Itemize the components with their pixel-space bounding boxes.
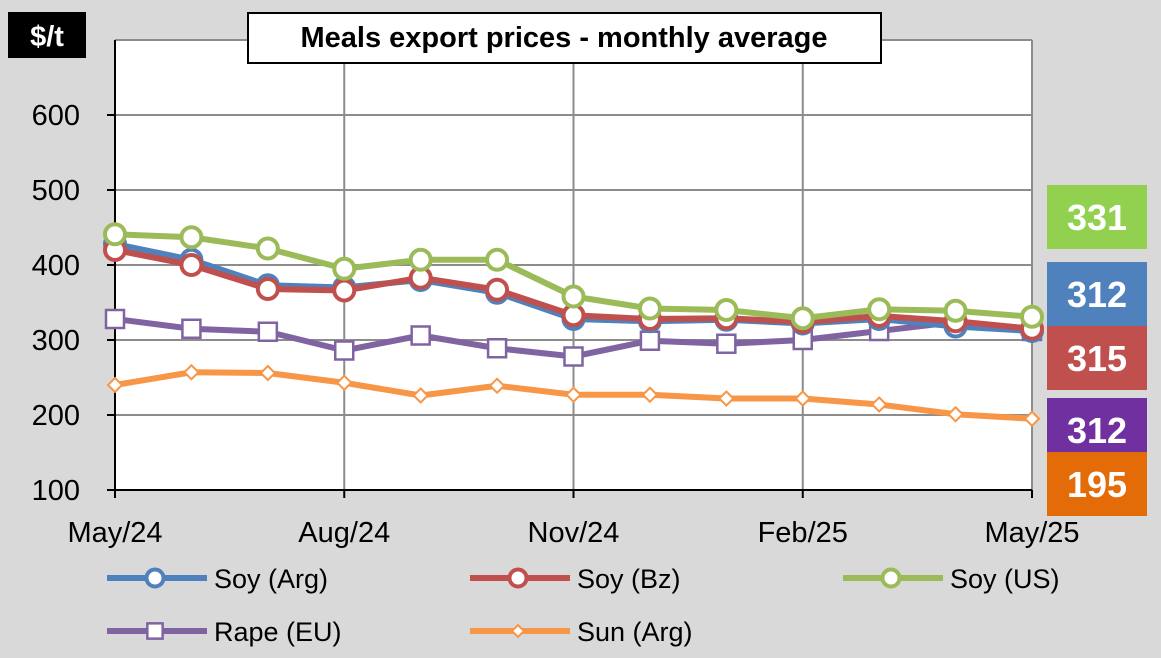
legend-label: Soy (Bz) [577, 564, 681, 594]
x-tick-label: May/25 [984, 517, 1079, 549]
chart-title: Meals export prices - monthly average [300, 22, 827, 54]
data-point [259, 364, 277, 382]
series-sun-arg [106, 363, 1041, 428]
x-tick-label: Nov/24 [528, 517, 620, 549]
legend-label: Soy (Arg) [214, 564, 328, 594]
data-point [510, 623, 526, 639]
data-point [257, 321, 279, 342]
badge-box [1047, 326, 1147, 390]
data-point [790, 306, 815, 331]
badge-value: 331 [1067, 197, 1127, 238]
axes [107, 40, 1033, 498]
data-point [880, 567, 902, 589]
data-point [794, 390, 812, 407]
data-point [181, 318, 202, 339]
badge-value: 312 [1067, 410, 1127, 451]
legend: Soy (Arg) Soy (Bz) Soy (US) Rape (EU) Sun (A… [107, 564, 1060, 647]
data-point [334, 340, 355, 361]
data-point [144, 567, 166, 589]
legend-label: Sun (Arg) [577, 617, 693, 647]
x-tick-label: Aug/24 [298, 517, 390, 549]
data-point [486, 338, 508, 359]
data-point [106, 376, 124, 394]
data-point [332, 278, 357, 303]
legend-entry: Sun (Arg) [470, 617, 693, 647]
data-point [1020, 304, 1044, 329]
data-point [947, 405, 964, 423]
series-soy-us [103, 222, 1044, 331]
end-badge: 195 [1047, 452, 1147, 516]
data-point [485, 277, 510, 302]
y-tick-label: 100 [32, 475, 80, 507]
badge-box [1047, 452, 1147, 516]
data-point [565, 386, 582, 404]
data-point [255, 236, 280, 261]
legend-label: Soy (US) [950, 564, 1060, 594]
badge-box [1047, 185, 1147, 249]
y-tick-label: 200 [32, 400, 80, 432]
badge-value: 195 [1067, 464, 1127, 505]
badge-value: 312 [1067, 274, 1127, 315]
data-point [507, 567, 529, 589]
data-point [179, 225, 204, 250]
data-point [179, 253, 204, 277]
end-badge: 315 [1047, 326, 1147, 390]
end-badge: 312 [1047, 398, 1147, 462]
unit-label: $/t [30, 21, 64, 53]
data-point [716, 333, 737, 354]
legend-entry: Soy (Arg) [107, 564, 328, 594]
badge-box [1047, 262, 1147, 326]
data-point [103, 222, 127, 247]
badge-box [1047, 398, 1147, 462]
data-point [488, 377, 506, 395]
y-tick-label: 600 [32, 100, 80, 132]
data-point [870, 396, 888, 413]
data-point [104, 308, 126, 330]
data-point [332, 256, 357, 281]
end-value-badges: 331 312 315 312 195 [1047, 185, 1147, 516]
y-tick-label: 500 [32, 175, 80, 207]
legend-entry: Rape (EU) [107, 617, 342, 647]
data-point [146, 622, 164, 640]
legend-entry: Soy (US) [843, 564, 1060, 594]
y-tick-label: 400 [32, 250, 80, 282]
y-tick-label: 300 [32, 325, 80, 357]
unit-box: $/t [8, 12, 86, 58]
x-tick-label: May/24 [67, 517, 162, 549]
data-point [255, 277, 280, 301]
badge-value: 315 [1067, 338, 1127, 379]
data-point [183, 363, 200, 381]
data-point [485, 247, 510, 272]
tick-labels: 100 200 300 400 500 600 May/24 Aug/24 Nov/24 Feb/… [32, 100, 1080, 549]
data-point [335, 374, 353, 392]
data-point [410, 325, 431, 346]
series-group [103, 222, 1044, 428]
data-point [637, 296, 662, 321]
x-tick-label: Feb/25 [758, 517, 848, 549]
data-point [639, 330, 661, 351]
legend-entry: Soy (Bz) [470, 564, 681, 594]
data-point [641, 386, 659, 404]
data-point [867, 297, 892, 322]
data-point [717, 390, 735, 407]
legend-label: Rape (EU) [214, 617, 342, 647]
end-badge: 331 [1047, 185, 1147, 249]
data-point [1023, 410, 1041, 428]
data-point [943, 298, 968, 323]
data-point [561, 284, 586, 309]
title-box: Meals export prices - monthly average [247, 12, 882, 64]
data-point [714, 298, 739, 322]
data-point [412, 387, 430, 404]
data-point [563, 346, 584, 367]
data-point [408, 247, 433, 272]
end-badge: 312 [1047, 262, 1147, 326]
